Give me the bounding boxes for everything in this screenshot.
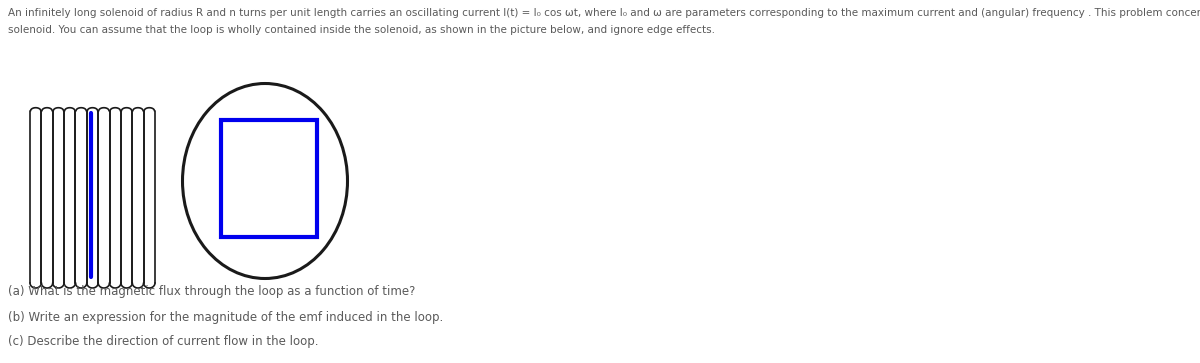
Text: solenoid. You can assume that the loop is wholly contained inside the solenoid, : solenoid. You can assume that the loop i…: [8, 25, 715, 35]
Text: An infinitely long solenoid of radius R and n turns per unit length carries an o: An infinitely long solenoid of radius R …: [8, 8, 1200, 18]
Text: (a) What is the magnetic flux through the loop as a function of time?: (a) What is the magnetic flux through th…: [8, 285, 415, 298]
Bar: [221, 119, 317, 237]
Text: (b) Write an expression for the magnitude of the emf induced in the loop.: (b) Write an expression for the magnitud…: [8, 311, 443, 324]
Text: (c) Describe the direction of current flow in the loop.: (c) Describe the direction of current fl…: [8, 335, 318, 348]
